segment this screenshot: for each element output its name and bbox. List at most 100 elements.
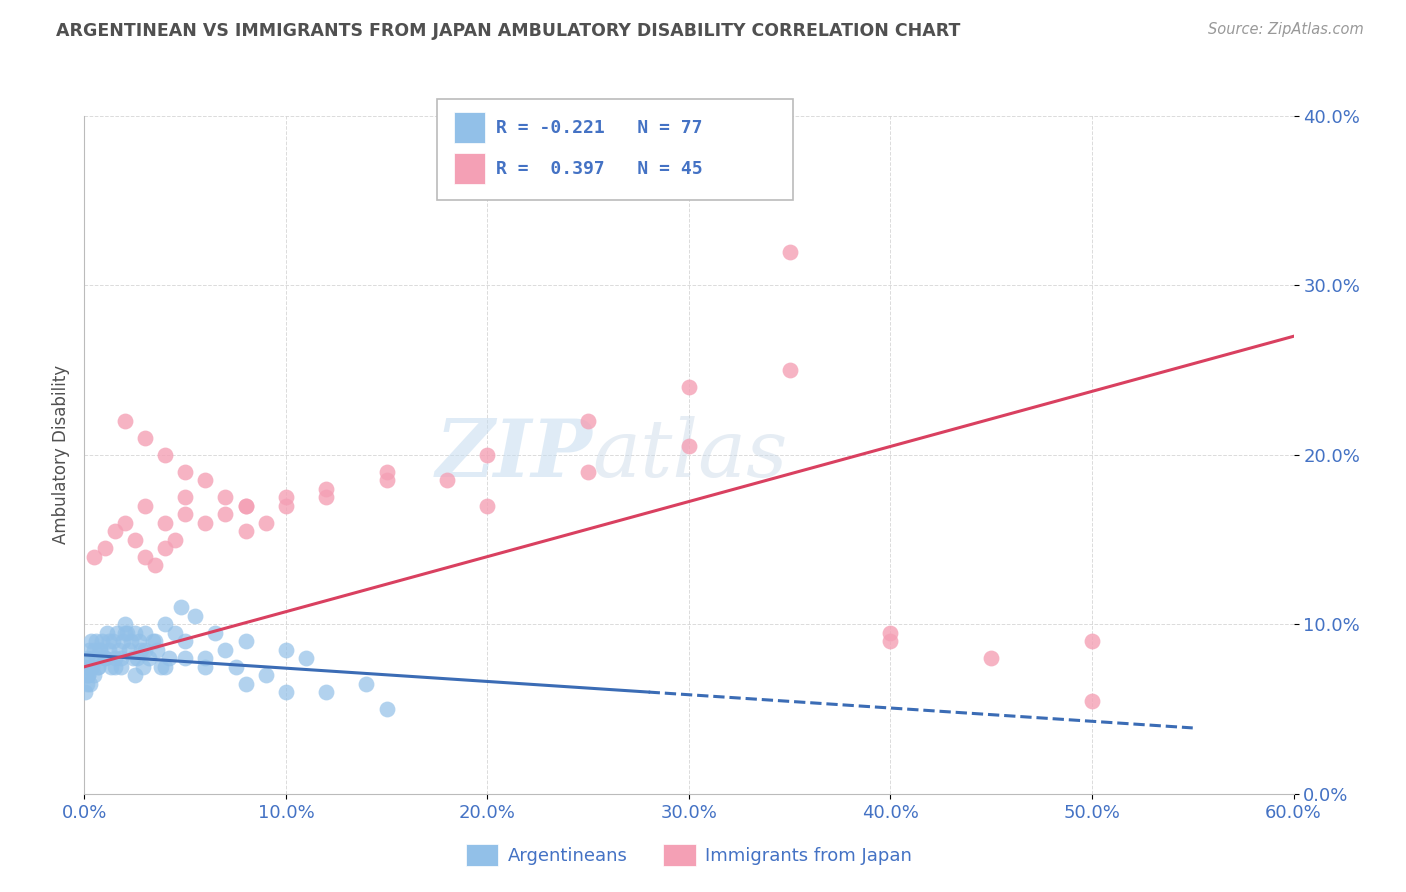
Text: ZIP: ZIP	[436, 417, 592, 493]
Point	[678, 380, 700, 394]
Point	[235, 524, 257, 538]
Point	[115, 626, 138, 640]
Point	[477, 448, 499, 462]
Point	[124, 668, 146, 682]
Point	[79, 642, 101, 657]
Point	[97, 642, 120, 657]
Point	[356, 676, 378, 690]
Point	[153, 617, 176, 632]
Point	[214, 490, 236, 504]
Point	[194, 516, 217, 530]
Point	[153, 660, 176, 674]
Point	[120, 634, 142, 648]
Point	[75, 660, 97, 674]
Point	[93, 651, 115, 665]
Point	[235, 499, 257, 513]
Point	[114, 626, 136, 640]
Point	[104, 524, 127, 538]
Point	[274, 490, 297, 504]
Point	[110, 651, 132, 665]
Point	[93, 541, 115, 555]
Point	[107, 642, 129, 657]
Point	[157, 651, 180, 665]
Point	[274, 685, 297, 699]
Point	[165, 533, 187, 547]
Point	[214, 642, 236, 657]
Point	[77, 668, 100, 682]
Point	[315, 685, 337, 699]
Legend: Argentineans, Immigrants from Japan: Argentineans, Immigrants from Japan	[458, 837, 920, 873]
Point	[143, 558, 166, 573]
Point	[254, 516, 277, 530]
Point	[128, 634, 150, 648]
Point	[678, 440, 700, 453]
Point	[174, 634, 197, 648]
Y-axis label: Ambulatory Disability: Ambulatory Disability	[52, 366, 70, 544]
Point	[101, 634, 124, 648]
Point	[118, 642, 141, 657]
Point	[235, 634, 257, 648]
Point	[149, 660, 172, 674]
Point	[79, 660, 101, 674]
Point	[779, 244, 801, 259]
Point	[125, 651, 148, 665]
Point	[274, 499, 297, 513]
Point	[184, 608, 207, 623]
Point	[174, 490, 197, 504]
Point	[86, 634, 108, 648]
Point	[174, 507, 197, 521]
Point	[89, 642, 111, 657]
Point	[129, 642, 152, 657]
Text: Source: ZipAtlas.com: Source: ZipAtlas.com	[1208, 22, 1364, 37]
Point	[79, 676, 101, 690]
Point	[83, 549, 105, 564]
Point	[204, 626, 226, 640]
Point	[96, 626, 118, 640]
Point	[134, 642, 156, 657]
Point	[194, 473, 217, 487]
Point	[274, 642, 297, 657]
Point	[879, 626, 901, 640]
Point	[142, 634, 165, 648]
Point	[134, 499, 156, 513]
Point	[114, 617, 136, 632]
Point	[165, 626, 187, 640]
Point	[436, 473, 458, 487]
Point	[980, 651, 1002, 665]
Point	[89, 642, 111, 657]
Point	[104, 651, 127, 665]
Point	[214, 507, 236, 521]
Text: ARGENTINEAN VS IMMIGRANTS FROM JAPAN AMBULATORY DISABILITY CORRELATION CHART: ARGENTINEAN VS IMMIGRANTS FROM JAPAN AMB…	[56, 22, 960, 40]
Point	[134, 626, 156, 640]
Point	[174, 651, 197, 665]
Point	[315, 482, 337, 496]
Point	[124, 626, 146, 640]
Point	[114, 516, 136, 530]
Point	[87, 660, 110, 674]
Point	[124, 533, 146, 547]
Point	[91, 634, 114, 648]
Point	[138, 651, 160, 665]
Point	[153, 516, 176, 530]
Point	[86, 651, 108, 665]
Point	[576, 414, 599, 428]
Point	[134, 431, 156, 445]
Point	[153, 541, 176, 555]
Point	[1081, 694, 1104, 708]
Point	[111, 634, 134, 648]
Point	[1081, 634, 1104, 648]
Point	[93, 651, 115, 665]
Point	[82, 651, 104, 665]
Point	[100, 660, 122, 674]
Point	[76, 651, 98, 665]
Point	[83, 642, 105, 657]
Point	[576, 465, 599, 479]
Text: R = -0.221   N = 77: R = -0.221 N = 77	[496, 119, 703, 136]
Point	[477, 499, 499, 513]
Point	[375, 465, 398, 479]
Point	[194, 660, 217, 674]
Point	[170, 600, 193, 615]
Point	[121, 651, 143, 665]
Point	[375, 473, 398, 487]
Point	[80, 634, 103, 648]
